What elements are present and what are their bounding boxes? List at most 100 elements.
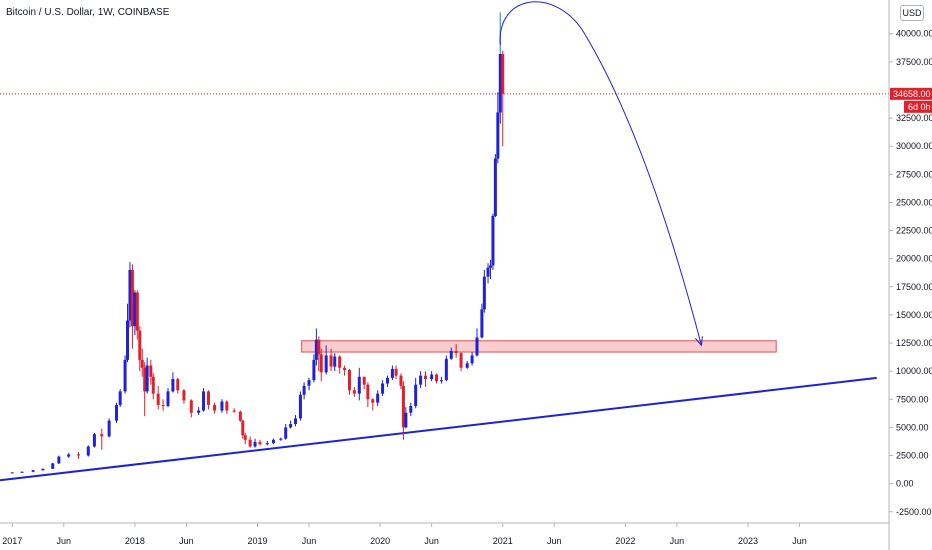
y-tick-label: 5000.00: [896, 422, 929, 432]
projection-curve: [499, 1, 702, 346]
candle-body: [241, 420, 245, 436]
trendline-layer: [0, 376, 877, 482]
candle-body: [482, 276, 486, 310]
candle-body: [362, 376, 366, 385]
y-tick-label: 22500.00: [896, 226, 932, 236]
candle-body: [126, 320, 130, 360]
projection-arrowhead: [695, 336, 703, 347]
candle-body: [133, 292, 137, 327]
candle-body: [414, 384, 418, 407]
candle-body: [189, 400, 193, 413]
candle-body: [488, 265, 492, 268]
x-tick-label: 2021: [493, 536, 513, 546]
candle-body: [324, 355, 328, 373]
candle-body: [51, 463, 55, 469]
candle-body: [176, 379, 180, 391]
y-tick-label: 32500.00: [896, 113, 932, 123]
candle-body: [258, 442, 262, 445]
candle-body: [220, 401, 224, 411]
candle-body: [67, 454, 71, 457]
candle-body: [307, 380, 311, 386]
y-tick-label: 7500.00: [896, 394, 929, 404]
candle-body: [399, 375, 403, 386]
candle-body: [149, 365, 153, 377]
candle-body: [100, 434, 104, 437]
candle-body: [401, 385, 405, 428]
candle-body: [298, 394, 302, 419]
x-tick-label: Jun: [670, 536, 685, 546]
candle-body: [343, 367, 347, 371]
countdown-tag: [904, 100, 932, 113]
candle-body: [232, 410, 236, 412]
candle-body: [302, 385, 306, 395]
currency-button[interactable]: USD: [900, 5, 924, 21]
x-axis[interactable]: 2017 Jun 2018 Jun 2019 Jun 2020 Jun 2021 Jun 2022 J…: [0, 522, 889, 546]
x-tick-label: Jun: [547, 536, 562, 546]
candle-body: [371, 399, 375, 403]
candles-layer: [10, 12, 505, 474]
candle-body: [435, 374, 439, 382]
candle-body: [20, 471, 24, 473]
x-tick-label: 2017: [2, 536, 22, 546]
candle-body: [128, 269, 132, 321]
candle-body: [166, 391, 170, 407]
candle-body: [459, 353, 463, 368]
y-tick-label: 10000.00: [896, 366, 932, 376]
candle-body: [197, 410, 201, 413]
candle-body: [394, 368, 398, 376]
resistance-zone: [301, 340, 777, 353]
price-line-layer: 34658.00 6d 0h: [0, 87, 932, 113]
candle-body: [279, 438, 283, 440]
candle-body: [390, 368, 394, 378]
candle-body: [444, 358, 448, 381]
candle-body: [107, 420, 111, 437]
candle-body: [57, 456, 61, 464]
candle-body: [135, 292, 139, 331]
x-tick-label: Jun: [792, 536, 807, 546]
candle-body: [271, 439, 275, 444]
candle-body: [333, 356, 337, 367]
candle-body: [10, 472, 14, 474]
candle-body: [213, 404, 217, 411]
current-price-label: 34658.00: [893, 89, 931, 99]
candle-body: [498, 53, 502, 113]
support-trendline: [0, 376, 877, 482]
candle-body: [352, 390, 356, 394]
candle-body: [430, 374, 434, 380]
candle-body: [317, 339, 321, 355]
resistance-zone-layer: [301, 340, 777, 353]
candle-body: [475, 337, 479, 356]
candle-body: [151, 376, 155, 394]
candle-body: [243, 435, 247, 440]
countdown-label: 6d 0h: [908, 102, 931, 112]
y-tick-label: -2500.00: [896, 507, 932, 517]
candle-body: [41, 468, 45, 471]
y-tick-label: 37500.00: [896, 57, 932, 67]
candle-body: [118, 391, 122, 405]
candle-body: [202, 391, 206, 411]
x-tick-label: Jun: [424, 536, 439, 546]
y-axis[interactable]: -2500.00 0.00 2500.00 5000.00 7500.00 10000.0…: [888, 0, 932, 550]
chart-title: Bitcoin / U.S. Dollar, 1W, COINBASE: [6, 7, 170, 18]
candle-body: [206, 391, 210, 405]
candle-body: [143, 367, 147, 392]
candle-body: [314, 339, 318, 360]
x-tick-label: 2022: [615, 536, 635, 546]
candle-body: [376, 393, 380, 403]
candle-body: [419, 375, 423, 385]
candle-body: [501, 53, 505, 94]
y-tick-label: 25000.00: [896, 197, 932, 207]
candle-body: [381, 383, 385, 394]
candle-body: [114, 404, 118, 421]
candle-body: [76, 454, 80, 456]
x-tick-label: 2019: [247, 536, 267, 546]
candle-body: [171, 379, 175, 392]
candle-body: [130, 269, 134, 327]
candle-body: [238, 411, 242, 421]
candle-body: [140, 359, 144, 368]
candle-body: [454, 350, 458, 354]
candle-body: [312, 359, 316, 381]
y-tick-label: 2500.00: [896, 451, 929, 461]
candle-body: [86, 446, 90, 456]
